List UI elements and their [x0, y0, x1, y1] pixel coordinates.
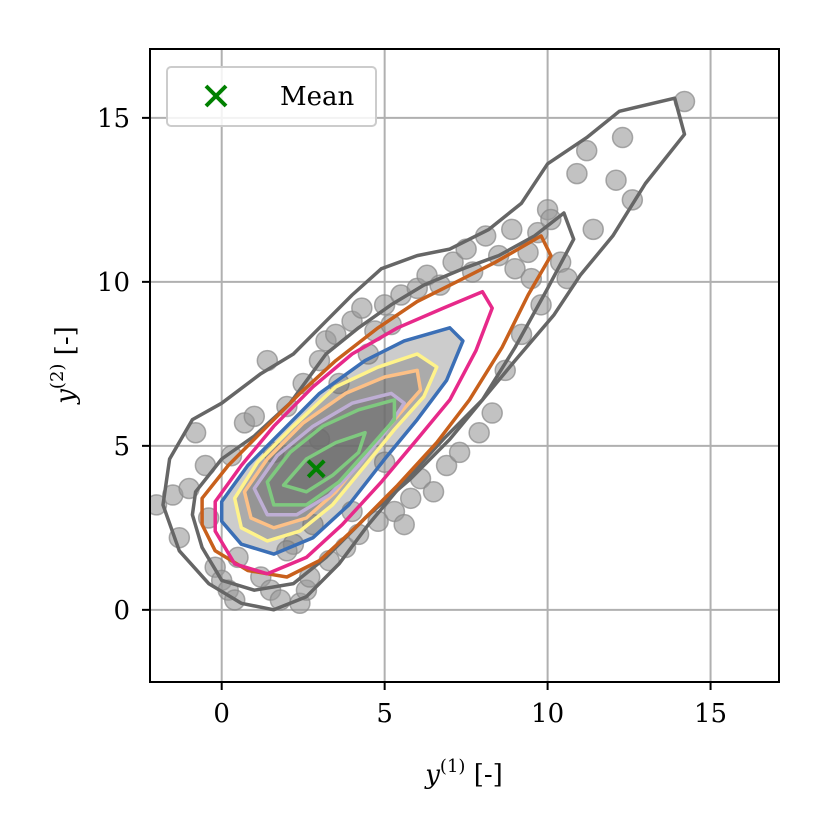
mean-marker [306, 459, 326, 479]
legend-label-mean: Mean [280, 82, 355, 112]
scatter-point-39 [373, 294, 396, 316]
scatter-point-60 [501, 218, 523, 241]
scatter-point-73 [582, 218, 604, 241]
legend: Mean [166, 66, 377, 127]
scatter-point-55 [468, 421, 490, 444]
contour-line-3 [213, 289, 494, 576]
legend-mean-marker-icon [204, 84, 228, 108]
scatter-point-44 [399, 487, 422, 510]
scatter-point-43 [393, 513, 415, 536]
y-tick-label-1: 5 [113, 432, 130, 462]
scatter-point-71 [566, 162, 588, 185]
scatter-point-74 [605, 169, 627, 191]
scatter-point-68 [540, 208, 562, 231]
plot-area [150, 90, 696, 615]
scatter-point-57 [481, 402, 503, 424]
x-tick-label-3: 15 [694, 699, 727, 729]
x-tick-label-2: 10 [531, 699, 564, 729]
scatter-point-61 [504, 257, 526, 280]
y-tick-label-3: 15 [97, 104, 130, 134]
scatter-point-16 [256, 349, 279, 372]
contour-line-6 [242, 368, 423, 530]
contour-line-8 [265, 398, 397, 507]
y-tick-label-2: 10 [97, 268, 130, 298]
x-axis-label: y(1) [-] [424, 756, 503, 790]
scatter-point-50 [435, 454, 458, 477]
mean-marker-group [306, 459, 326, 479]
scatter-point-72 [575, 139, 598, 162]
y-tick-label-0: 0 [113, 596, 130, 626]
contour-line-2 [200, 234, 553, 579]
scatter-point-26 [302, 513, 324, 536]
scatter-point-52 [448, 441, 471, 464]
plot-frame [149, 48, 780, 683]
scatter-point-14 [243, 405, 266, 428]
y-axis-label: y(2) [-] [47, 326, 81, 405]
x-tick-label-1: 5 [376, 699, 393, 729]
x-tick-label-0: 0 [213, 699, 230, 729]
density-contours [161, 96, 687, 612]
contour-line-1 [190, 211, 576, 592]
scatter-point-48 [422, 481, 445, 503]
scatter-point-35 [351, 297, 373, 319]
scatter-point-75 [611, 126, 634, 149]
legend-box [166, 66, 377, 127]
axis-ticks: 0 5 10 15 0 5 10 15 [97, 104, 727, 729]
contour-line-0 [161, 96, 687, 612]
